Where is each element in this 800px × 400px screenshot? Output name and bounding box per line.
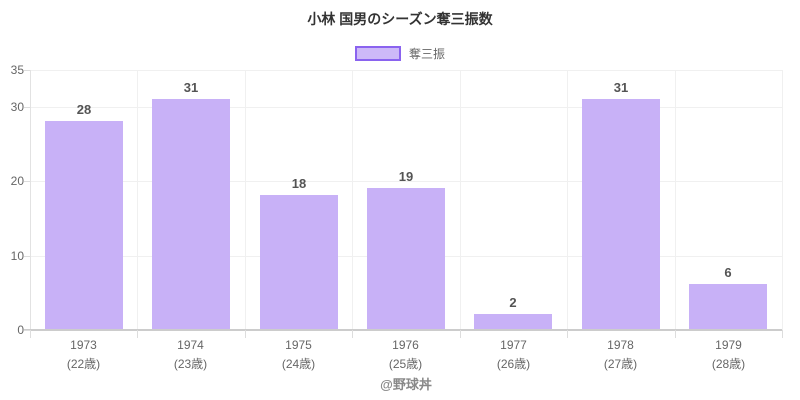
gridline-y-30	[30, 107, 782, 109]
y-tick-label-10: 10	[10, 248, 24, 263]
x-tick-mark-1	[137, 330, 138, 338]
y-tick-label-35: 35	[10, 63, 24, 77]
legend-swatch-icon	[354, 46, 401, 61]
bar-1973	[45, 121, 123, 329]
gridline-x-1	[137, 70, 138, 330]
gridline-x-7	[782, 70, 783, 330]
bar-value-1978: 31	[613, 79, 629, 95]
x-label-year: 1973	[70, 338, 97, 352]
bar-value-1977: 2	[509, 295, 517, 311]
x-label-1974: 1974 (23歳)	[137, 336, 244, 374]
x-label-age: (24歳)	[281, 357, 316, 371]
gridline-x-2	[245, 70, 246, 330]
gridline-y-20	[30, 181, 782, 183]
y-axis-line	[30, 70, 31, 330]
x-tick-mark-2	[245, 330, 246, 338]
x-label-1979: 1979 (28歳)	[675, 336, 782, 374]
x-tick-mark-5	[567, 330, 568, 338]
x-tick-mark-0	[30, 330, 31, 338]
x-label-age: (25歳)	[388, 357, 423, 371]
x-label-1973: 1973 (22歳)	[30, 336, 137, 374]
x-label-1975: 1975 (24歳)	[245, 336, 352, 374]
legend: 奪三振	[0, 45, 800, 62]
y-tick-label-30: 30	[10, 100, 24, 115]
x-tick-mark-6	[675, 330, 676, 338]
gridline-x-3	[352, 70, 353, 330]
x-label-year: 1979	[715, 338, 742, 352]
y-tick-label-20: 20	[10, 174, 24, 189]
x-label-year: 1977	[500, 338, 527, 352]
x-label-age: (26歳)	[496, 357, 531, 371]
x-label-year: 1975	[285, 338, 312, 352]
x-label-age: (27歳)	[603, 357, 638, 371]
legend-item-strikeouts[interactable]: 奪三振	[354, 45, 445, 62]
x-label-year: 1978	[607, 338, 634, 352]
y-tick-mark-0	[24, 330, 30, 331]
chart-title: 小林 国男のシーズン奪三振数	[307, 11, 493, 27]
x-label-year: 1976	[392, 338, 419, 352]
x-label-age: (22歳)	[66, 357, 101, 371]
bar-value-1974: 31	[183, 79, 199, 95]
x-tick-mark-4	[460, 330, 461, 338]
x-label-year: 1974	[177, 338, 204, 352]
gridline-x-5	[567, 70, 568, 330]
x-label-1976: 1976 (25歳)	[352, 336, 459, 374]
y-tick-mark-35	[24, 70, 30, 71]
x-label-age: (23歳)	[173, 357, 208, 371]
plot-area: 28 31 18 19 2 31 6	[24, 70, 783, 331]
x-tick-mark-3	[352, 330, 353, 338]
x-label-1977: 1977 (26歳)	[460, 336, 567, 374]
bar-value-1975: 18	[291, 176, 307, 192]
gridline-y-35	[30, 70, 782, 71]
x-tick-mark-7	[782, 330, 783, 338]
x-axis-line	[24, 329, 782, 331]
bar-1977	[474, 314, 552, 329]
bar-value-1976: 19	[398, 168, 414, 184]
gridline-x-4	[460, 70, 461, 330]
y-tick-label-0: 0	[17, 323, 24, 337]
y-tick-mark-20	[24, 181, 30, 183]
x-label-age: (28歳)	[711, 357, 746, 371]
y-tick-mark-10	[24, 255, 30, 257]
bar-1976	[367, 188, 445, 329]
bar-value-1979: 6	[724, 265, 732, 281]
y-tick-mark-30	[24, 107, 30, 109]
watermark: @野球丼	[380, 377, 432, 392]
legend-label: 奪三振	[408, 47, 445, 61]
x-label-1978: 1978 (27歳)	[567, 336, 674, 374]
bar-1974	[152, 99, 230, 329]
bar-value-1973: 28	[76, 102, 92, 117]
bar-1978	[582, 99, 660, 329]
bar-1975	[260, 195, 338, 329]
gridline-x-6	[675, 70, 676, 330]
bar-1979	[689, 284, 767, 329]
